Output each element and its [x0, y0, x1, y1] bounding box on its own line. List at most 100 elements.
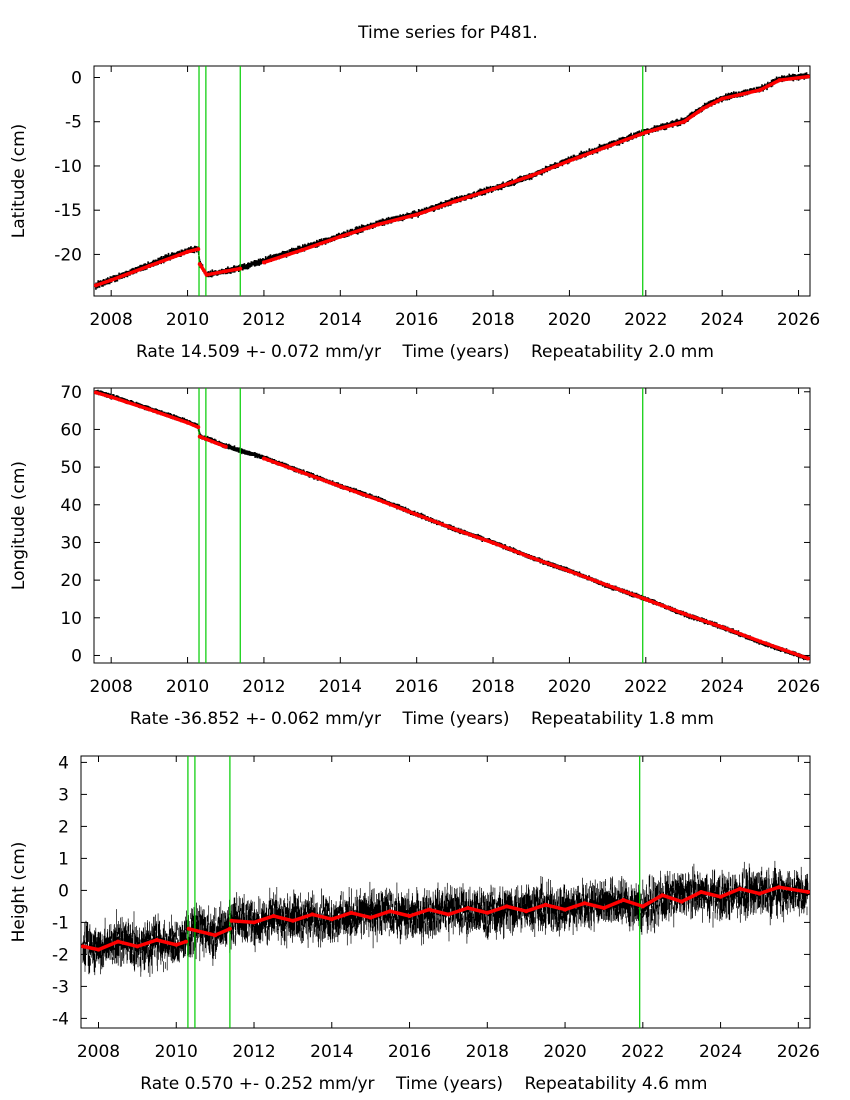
model-point	[185, 249, 190, 254]
y-tick-label: 60	[60, 420, 82, 440]
x-tick-label: 2024	[701, 310, 744, 330]
figure-title: Time series for P481.	[357, 23, 538, 43]
model-point	[491, 186, 496, 191]
y-tick-label: 2	[58, 817, 69, 837]
series-observations	[81, 860, 810, 977]
x-tick-label: 2022	[624, 677, 667, 697]
y-tick-label: -20	[54, 245, 82, 265]
model-point	[94, 283, 98, 288]
model-point	[376, 222, 381, 227]
model-point	[643, 597, 648, 602]
model-point	[758, 87, 763, 92]
model-point	[223, 444, 228, 449]
model-point	[524, 909, 529, 914]
plot-area	[94, 388, 810, 663]
x-tick-label: 2016	[395, 677, 438, 697]
plot-frame	[93, 65, 811, 297]
model-point	[426, 907, 431, 912]
series-model	[81, 885, 810, 952]
x-tick-label: 2020	[548, 677, 591, 697]
model-point	[567, 569, 572, 574]
x-tick-label: 2010	[155, 1042, 198, 1062]
observation-point	[369, 911, 373, 915]
plot-frame	[93, 387, 811, 664]
y-tick-label: -5	[65, 113, 82, 133]
observation-points	[95, 72, 809, 290]
model-point	[174, 942, 179, 947]
repeatability-label: Repeatability 2.0 mm	[531, 342, 714, 362]
model-point	[777, 78, 782, 83]
observation-point	[524, 904, 528, 909]
y-tick-label: 0	[58, 881, 69, 901]
model-point	[329, 917, 334, 922]
model-point	[349, 910, 354, 915]
model-point	[660, 893, 665, 898]
observation-points	[82, 860, 809, 977]
model-point	[197, 262, 202, 267]
x-tick-label: 2020	[543, 1042, 586, 1062]
observation-point	[602, 898, 606, 902]
model-point	[196, 247, 201, 252]
model-point	[376, 497, 381, 502]
x-tick-label: 2012	[232, 1042, 275, 1062]
y-axis-label: Longitude (cm)	[9, 461, 29, 590]
model-point	[196, 425, 201, 430]
x-tick-label: 2026	[777, 310, 820, 330]
y-tick-label: 3	[58, 785, 69, 805]
y-tick-label: 1	[58, 849, 69, 869]
x-tick-label: 2008	[77, 1042, 120, 1062]
model-point	[529, 555, 534, 560]
model-point	[806, 890, 810, 894]
observation-point	[291, 914, 295, 918]
chart-panels: 2008 2010 2012 2014 2016 2018 2020 2022 2024 2026…	[9, 65, 820, 1094]
series-model	[94, 74, 810, 288]
model-point	[94, 390, 98, 395]
x-tick-label: 2012	[242, 677, 285, 697]
model-point	[338, 234, 343, 239]
model-point	[338, 484, 343, 489]
y-tick-label: -3	[52, 977, 69, 997]
panel-1: 2008 2010 2012 2014 2016 2018 2020 2022 2024 2026…	[9, 65, 820, 362]
model-point	[197, 434, 202, 439]
y-tick-label: -15	[54, 201, 82, 221]
model-point	[135, 944, 140, 949]
x-tick-label: 2010	[166, 677, 209, 697]
y-tick-label: 0	[71, 646, 82, 666]
model-point	[154, 938, 159, 942]
y-axis-label: Height (cm)	[9, 842, 29, 943]
model-point	[758, 639, 763, 644]
x-tick-label: 2010	[166, 310, 209, 330]
observation-point	[757, 888, 762, 893]
x-axis-label: Time (years)	[401, 709, 509, 729]
model-point	[446, 912, 451, 917]
repeatability-label: Repeatability 1.8 mm	[531, 709, 714, 729]
y-tick-label: 20	[60, 571, 82, 591]
model-point	[414, 512, 419, 517]
x-tick-label: 2008	[90, 677, 133, 697]
x-axis-label: Time (years)	[395, 1074, 503, 1094]
model-point	[806, 74, 810, 79]
model-point	[147, 407, 152, 412]
y-tick-label: 30	[60, 533, 82, 553]
observation-point	[680, 892, 684, 896]
x-tick-label: 2018	[466, 1042, 509, 1062]
x-tick-label: 2014	[319, 677, 362, 697]
y-tick-label: -2	[52, 945, 69, 965]
model-point	[271, 914, 276, 918]
observation-point	[116, 936, 120, 941]
x-tick-label: 2026	[777, 677, 820, 697]
y-tick-label: 40	[60, 496, 82, 516]
x-tick-label: 2016	[388, 1042, 431, 1062]
y-tick-label: 0	[71, 69, 82, 89]
x-tick-label: 2022	[621, 1042, 664, 1062]
model-point	[109, 278, 114, 283]
model-point	[601, 906, 606, 910]
model-point	[252, 920, 257, 925]
x-tick-label: 2018	[471, 310, 514, 330]
x-tick-label: 2020	[548, 310, 591, 330]
model-point	[605, 144, 610, 149]
x-tick-label: 2014	[319, 310, 362, 330]
model-point	[300, 248, 305, 252]
rate-label: Rate 0.570 +- 0.252 mm/yr	[140, 1074, 374, 1094]
y-tick-label: 50	[60, 458, 82, 478]
